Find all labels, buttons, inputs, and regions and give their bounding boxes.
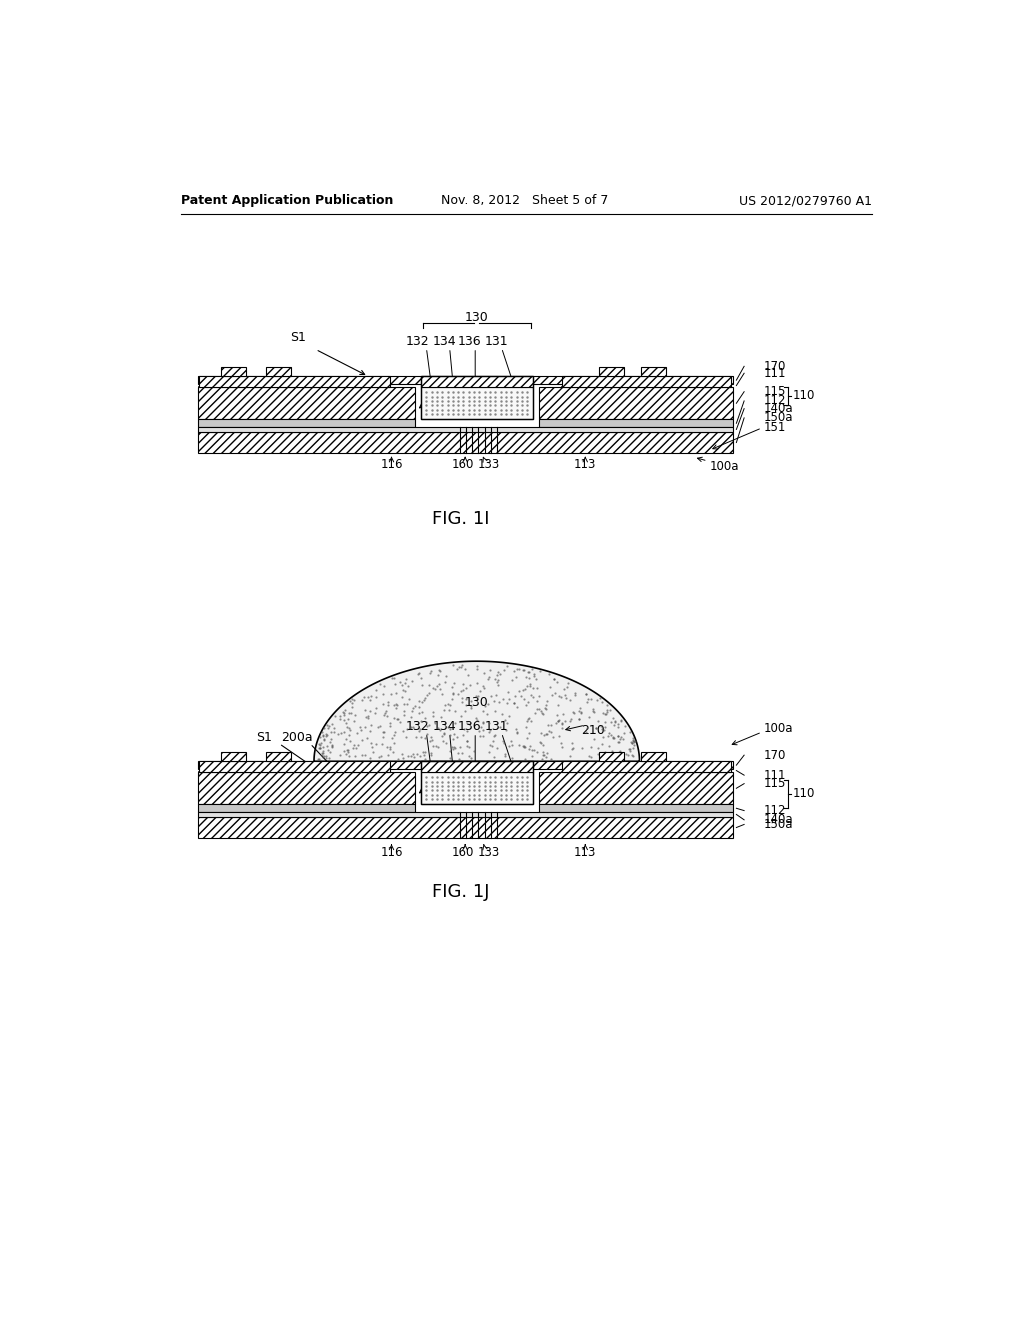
Bar	[562, 387, 731, 428]
Text: S1: S1	[256, 731, 271, 744]
Text: 116: 116	[380, 458, 402, 471]
Text: 132: 132	[406, 335, 429, 348]
Text: 140a: 140a	[764, 813, 794, 826]
Bar	[562, 376, 731, 387]
Text: 113: 113	[574, 846, 596, 859]
Bar	[266, 367, 291, 376]
Bar	[198, 420, 415, 428]
Text: 160: 160	[452, 458, 474, 471]
Text: 110: 110	[793, 787, 815, 800]
Bar	[421, 387, 532, 420]
Bar	[641, 752, 666, 762]
Bar	[421, 376, 532, 387]
Bar	[198, 762, 732, 770]
Bar	[562, 772, 731, 812]
Text: 140a: 140a	[764, 403, 794, 416]
Text: FIG. 1J: FIG. 1J	[432, 883, 490, 902]
Bar	[198, 804, 415, 812]
Bar	[266, 752, 291, 762]
Text: 100a: 100a	[710, 459, 738, 473]
Bar	[421, 762, 532, 772]
Text: 115: 115	[764, 385, 785, 399]
Bar	[539, 804, 732, 812]
Text: FIG. 1I: FIG. 1I	[432, 510, 490, 528]
Text: 136: 136	[458, 721, 481, 733]
Text: 113: 113	[574, 458, 596, 471]
Text: 133: 133	[477, 458, 500, 471]
Text: 130: 130	[465, 696, 488, 709]
Text: 110: 110	[793, 389, 815, 403]
Text: 112: 112	[764, 804, 786, 817]
Bar	[198, 817, 732, 838]
Text: 132: 132	[406, 721, 429, 733]
Text: 111: 111	[764, 768, 786, 781]
Bar	[562, 762, 731, 772]
Text: 134: 134	[432, 721, 456, 733]
Text: 210: 210	[582, 723, 605, 737]
Bar	[421, 762, 532, 804]
Text: 134: 134	[432, 335, 456, 348]
Bar	[198, 376, 732, 384]
Bar	[200, 762, 390, 772]
Text: 160: 160	[452, 846, 474, 859]
Bar	[200, 387, 390, 428]
Bar	[599, 752, 624, 762]
Bar	[198, 432, 732, 453]
Bar	[599, 367, 624, 376]
Bar	[198, 812, 732, 817]
Text: Nov. 8, 2012   Sheet 5 of 7: Nov. 8, 2012 Sheet 5 of 7	[441, 194, 608, 207]
Text: 133: 133	[477, 846, 500, 859]
Text: 150a: 150a	[764, 412, 793, 425]
Text: 130: 130	[465, 310, 488, 323]
Text: S1: S1	[291, 330, 306, 343]
Text: 151: 151	[764, 421, 785, 434]
Bar	[198, 387, 415, 420]
Text: 112: 112	[764, 395, 786, 408]
Text: 170: 170	[764, 748, 785, 762]
Bar	[539, 387, 732, 420]
Text: 115: 115	[764, 777, 785, 791]
Text: 200a: 200a	[282, 731, 312, 744]
Bar	[539, 772, 732, 804]
Text: 131: 131	[484, 335, 508, 348]
Text: 111: 111	[764, 367, 786, 380]
Text: 170: 170	[764, 360, 785, 372]
Bar	[200, 772, 390, 812]
Bar	[198, 428, 732, 432]
Text: 131: 131	[484, 721, 508, 733]
Text: 116: 116	[380, 846, 402, 859]
Text: 136: 136	[458, 335, 481, 348]
Polygon shape	[314, 661, 640, 762]
Bar	[421, 376, 532, 420]
Text: 100a: 100a	[764, 722, 793, 735]
Bar	[198, 772, 415, 804]
Text: Patent Application Publication: Patent Application Publication	[180, 194, 393, 207]
Bar	[421, 772, 532, 804]
Bar	[221, 752, 246, 762]
Bar	[221, 367, 246, 376]
Bar	[200, 376, 390, 387]
Text: 150a: 150a	[764, 818, 793, 832]
Text: US 2012/0279760 A1: US 2012/0279760 A1	[739, 194, 872, 207]
Bar	[641, 367, 666, 376]
Bar	[539, 420, 732, 428]
